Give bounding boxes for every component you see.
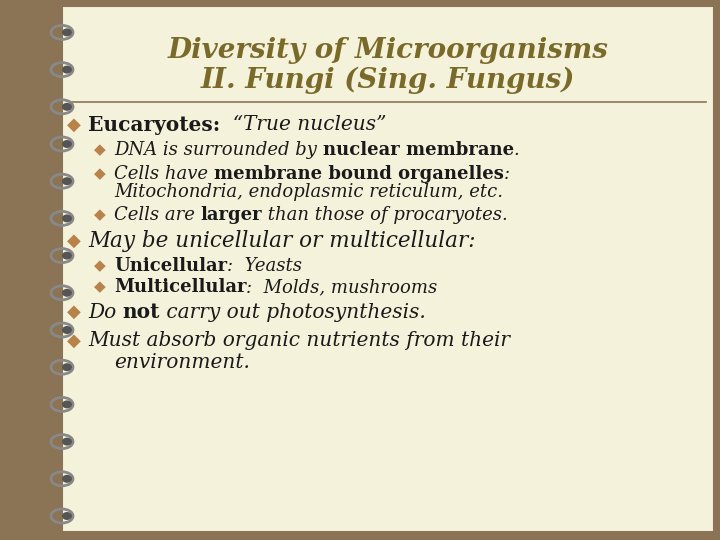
Ellipse shape [62,140,72,148]
Text: than those of procaryotes.: than those of procaryotes. [262,206,508,224]
Text: II. Fungi (Sing. Fungus): II. Fungi (Sing. Fungus) [201,66,575,93]
Text: Mitochondria, endoplasmic reticulum, etc.: Mitochondria, endoplasmic reticulum, etc… [114,183,503,201]
Text: Cells have: Cells have [114,165,214,183]
Text: membrane bound organelles: membrane bound organelles [214,165,503,183]
Ellipse shape [62,437,72,446]
Text: Must absorb organic nutrients from their: Must absorb organic nutrients from their [88,332,510,350]
Ellipse shape [62,326,72,334]
Ellipse shape [62,363,72,371]
Ellipse shape [62,512,72,520]
Text: ◆: ◆ [94,166,106,181]
Text: :  Yeasts: : Yeasts [227,257,302,275]
Text: :: : [503,165,510,183]
Ellipse shape [62,475,72,483]
Text: Cells are: Cells are [114,206,201,224]
Text: ◆: ◆ [94,143,106,158]
Text: ◆: ◆ [94,280,106,294]
Text: environment.: environment. [114,353,250,372]
Ellipse shape [62,65,72,73]
Text: ◆: ◆ [67,332,81,350]
Text: Unicellular: Unicellular [114,257,227,275]
Text: :  Molds, mushrooms: : Molds, mushrooms [246,278,438,296]
Ellipse shape [62,177,72,185]
Text: Diversity of Microorganisms: Diversity of Microorganisms [168,37,608,64]
Text: “True nucleus”: “True nucleus” [220,116,387,134]
Text: ◆: ◆ [67,116,81,134]
Ellipse shape [62,400,72,408]
Ellipse shape [62,214,72,222]
Text: Eucaryotes:: Eucaryotes: [88,115,220,135]
Text: ◆: ◆ [67,232,81,250]
Ellipse shape [62,103,72,111]
Text: ◆: ◆ [94,259,106,273]
Text: Do: Do [88,302,122,321]
Text: carry out photosynthesis.: carry out photosynthesis. [160,302,426,321]
Text: nuclear membrane: nuclear membrane [323,141,514,159]
Text: ◆: ◆ [67,303,81,321]
Ellipse shape [62,29,72,36]
Text: DNA is surrounded by: DNA is surrounded by [114,141,323,159]
FancyBboxPatch shape [62,6,714,532]
Text: larger: larger [201,206,262,224]
Text: ◆: ◆ [94,207,106,222]
Text: not: not [122,302,160,322]
Text: .: . [514,141,520,159]
Ellipse shape [62,252,72,260]
Text: May be unicellular or multicellular:: May be unicellular or multicellular: [88,230,475,252]
Text: Multicellular: Multicellular [114,278,246,296]
Ellipse shape [62,289,72,297]
